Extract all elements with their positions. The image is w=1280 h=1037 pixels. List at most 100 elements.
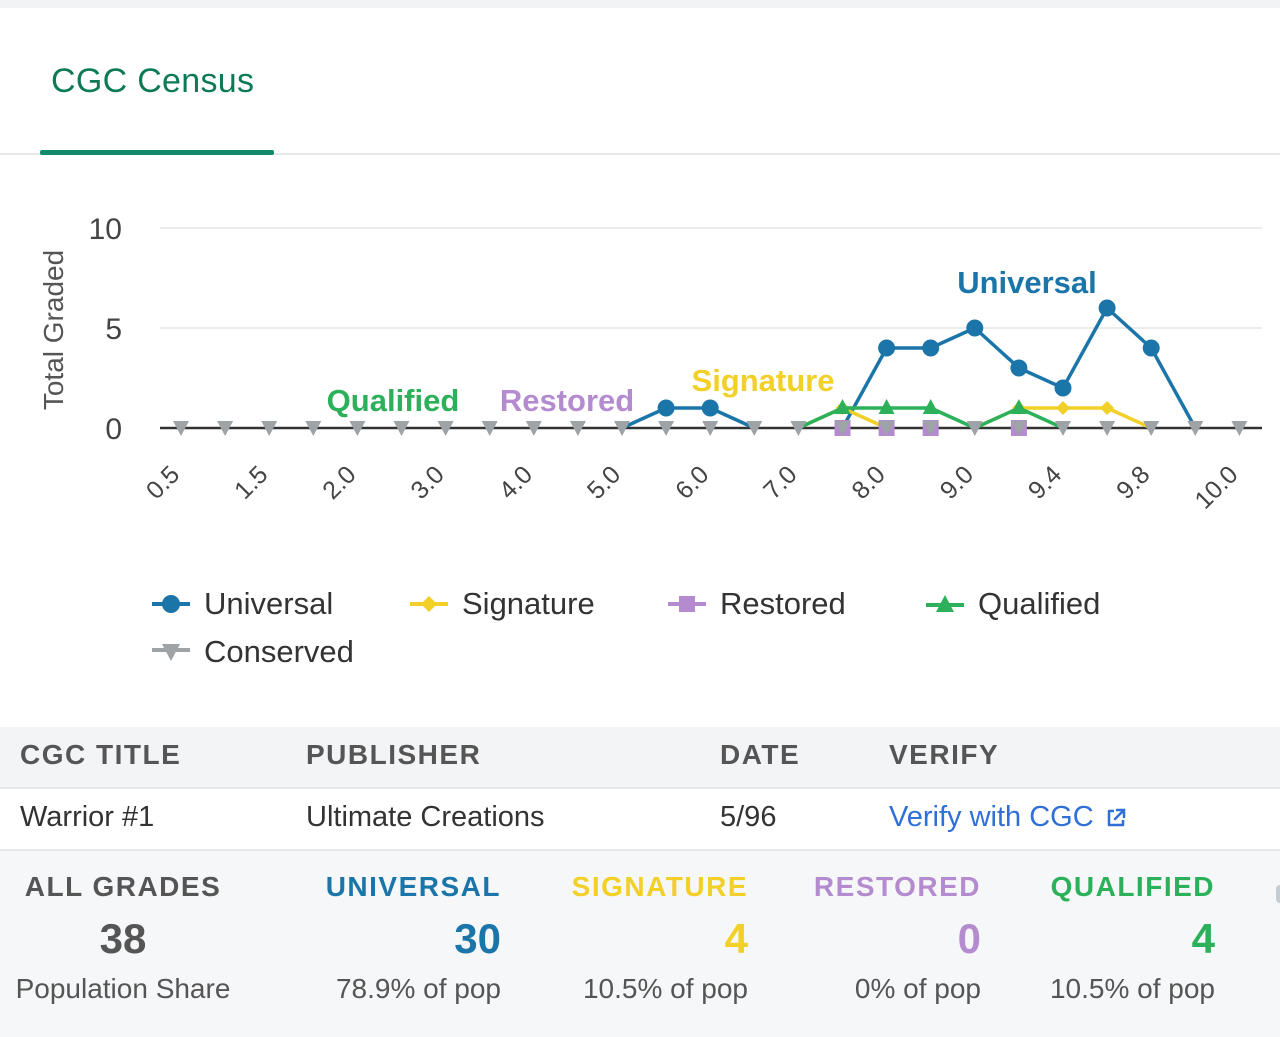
- x-tick-label: 5.0: [582, 460, 626, 504]
- stat-restored: RESTORED 0 0% of pop: [814, 871, 981, 1005]
- data-point-qualified: [1010, 399, 1027, 414]
- data-point-conserved: [525, 421, 542, 436]
- stat-value: 4: [724, 915, 748, 962]
- stat-sub: 78.9% of pop: [335, 973, 501, 1004]
- data-point-conserved: [349, 421, 366, 436]
- data-point-conserved: [614, 421, 630, 436]
- cell-publisher: Ultimate Creations: [306, 801, 545, 833]
- data-point-universal: [1142, 339, 1160, 357]
- legend-label: Signature: [462, 586, 595, 621]
- data-point-conserved: [481, 421, 498, 436]
- cell-date: 5/96: [720, 801, 777, 833]
- stat-label: QUALIFIED: [1050, 871, 1215, 902]
- data-point-conserved: [1143, 421, 1160, 436]
- data-point-universal: [1098, 299, 1116, 317]
- stat-sub: 10.5% of pop: [1049, 973, 1215, 1004]
- data-point-conserved: [878, 421, 895, 436]
- data-point-universal: [878, 339, 896, 357]
- x-tick-label: 9.8: [1111, 460, 1155, 504]
- data-point-qualified: [834, 399, 851, 414]
- data-point-universal: [1054, 379, 1072, 397]
- verify-with-cgc-link[interactable]: Verify with CGC: [889, 801, 1128, 834]
- header-title: CGC TITLE: [20, 739, 182, 770]
- x-tick-label: 7.0: [758, 460, 802, 504]
- data-point-signature: [1100, 401, 1115, 415]
- legend-item-signature[interactable]: Signature: [408, 584, 595, 624]
- data-point-universal: [701, 399, 719, 417]
- y-tick-label: 0: [105, 413, 122, 446]
- data-point-conserved: [922, 421, 939, 436]
- y-tick-label: 5: [105, 313, 122, 346]
- data-point-signature: [1056, 401, 1070, 415]
- overflow-indicator: [1276, 885, 1280, 903]
- legend-item-restored[interactable]: Restored: [666, 584, 846, 624]
- x-tick-label: 1.5: [229, 460, 273, 504]
- header-verify: VERIFY: [889, 739, 1000, 770]
- x-tick-label: 0.5: [141, 460, 185, 504]
- stat-label: UNIVERSAL: [325, 871, 501, 902]
- x-tick-label: 9.4: [1023, 460, 1067, 504]
- external-link-icon: [1107, 808, 1125, 826]
- data-point-conserved: [790, 421, 807, 436]
- data-point-conserved: [393, 421, 410, 436]
- x-tick-label: 4.0: [494, 460, 538, 504]
- data-point-conserved: [305, 421, 322, 436]
- legend-label: Conserved: [204, 634, 354, 669]
- data-point-universal: [966, 319, 984, 337]
- stat-sub: 10.5% of pop: [582, 973, 748, 1004]
- stat-value: 4: [1191, 915, 1215, 962]
- census-line-chart: 0 5 10 Total Graded 0.5 1.5 2.0 3.0 4.0 5.0 6.0 7.0…: [38, 213, 1262, 515]
- x-tick-label: 10.0: [1189, 460, 1243, 514]
- square-marker-icon: [668, 596, 706, 612]
- data-point-conserved: [569, 421, 586, 436]
- header-publisher: PUBLISHER: [306, 739, 482, 770]
- stat-all-grades: ALL GRADES 38 Population Share: [3, 871, 243, 1005]
- circle-marker-icon: [152, 595, 190, 613]
- stat-value: 38: [99, 915, 147, 962]
- data-point-conserved: [658, 421, 675, 436]
- legend-item-universal[interactable]: Universal: [150, 584, 333, 624]
- header-date: DATE: [720, 739, 801, 770]
- data-point-universal: [1010, 359, 1028, 377]
- verify-link-label: Verify with CGC: [889, 801, 1094, 833]
- legend-item-qualified[interactable]: Qualified: [924, 584, 1100, 624]
- x-tick-label: 2.0: [317, 460, 361, 504]
- data-point-conserved: [1231, 421, 1248, 436]
- grade-stats-panel: ALL GRADES 38 Population Share UNIVERSAL…: [0, 851, 1280, 1037]
- x-tick-label: 3.0: [405, 460, 449, 504]
- stat-label: RESTORED: [813, 871, 981, 902]
- stat-qualified: QUALIFIED 4 10.5% of pop: [1050, 871, 1215, 1005]
- tab-cgc-census[interactable]: CGC Census: [40, 10, 274, 155]
- tab-bar: CGC Census: [0, 10, 1280, 155]
- triangle-marker-icon: [926, 595, 964, 612]
- data-point-conserved: [173, 421, 189, 436]
- series-annotation: Universal: [957, 265, 1097, 300]
- legend-label: Qualified: [978, 586, 1101, 621]
- legend-item-conserved[interactable]: Conserved: [150, 632, 354, 672]
- data-point-conserved: [834, 421, 851, 436]
- triangle-down-marker-icon: [152, 644, 190, 661]
- data-point-conserved: [1010, 421, 1027, 436]
- data-point-universal: [657, 399, 675, 417]
- cell-title: Warrior #1: [20, 801, 155, 833]
- active-tab-indicator: [40, 150, 274, 155]
- data-point-conserved: [746, 421, 763, 436]
- data-point-conserved: [1099, 421, 1116, 436]
- diamond-marker-icon: [410, 596, 448, 612]
- stat-label: SIGNATURE: [571, 871, 748, 902]
- data-point-conserved: [1187, 421, 1204, 436]
- legend-label: Restored: [720, 586, 846, 621]
- data-point-qualified: [878, 399, 895, 414]
- data-point-conserved: [261, 421, 278, 436]
- stat-sub: 0% of pop: [854, 973, 981, 1004]
- top-border: [0, 0, 1280, 8]
- series-annotation: Restored: [500, 383, 634, 418]
- y-tick-label: 10: [89, 213, 122, 246]
- stat-universal: UNIVERSAL 30 78.9% of pop: [326, 871, 501, 1005]
- data-point-conserved: [702, 421, 719, 436]
- data-point-qualified: [922, 399, 939, 414]
- stat-signature: SIGNATURE 4 10.5% of pop: [572, 871, 748, 1005]
- census-table-header: CGC TITLE PUBLISHER DATE VERIFY: [0, 727, 1280, 789]
- x-tick-label: 6.0: [670, 460, 714, 504]
